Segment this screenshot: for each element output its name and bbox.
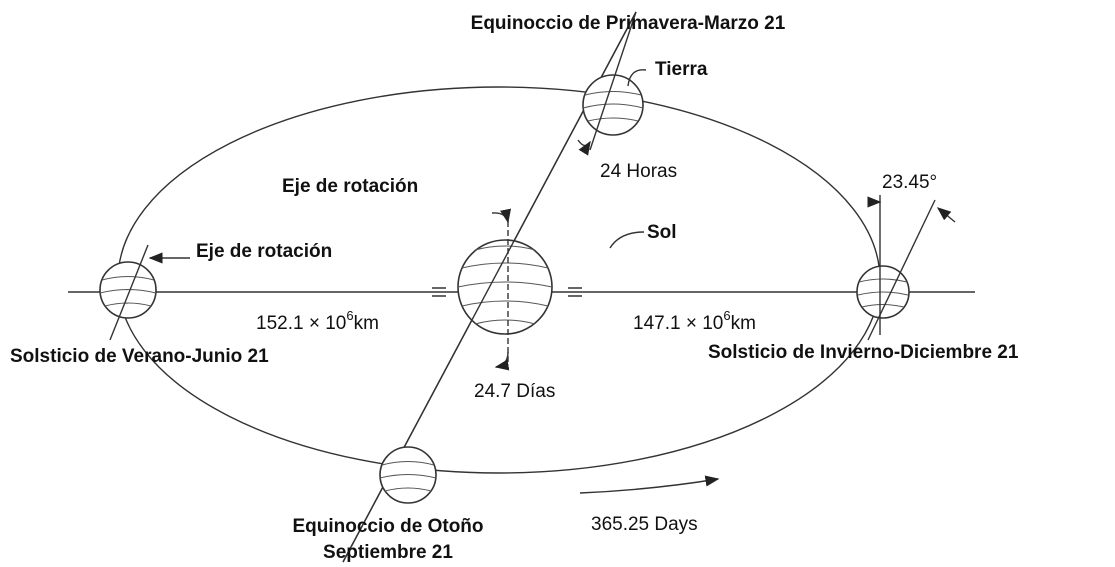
label: Septiembre 21 [323,542,453,563]
label: Solsticio de Invierno-Diciembre 21 [708,342,1019,363]
label: Eje de rotación [282,176,418,197]
label: 24 Horas [600,161,677,182]
diagram: Equinoccio de Primavera-Marzo 21 Tierra … [0,0,1115,567]
label: Sol [647,222,677,243]
distance-part: 6 [723,308,730,323]
label: 23.45° [882,172,937,193]
distance: 147.1 × 106km [633,308,756,334]
label: Equinoccio de Otoño [292,516,483,537]
distance: 152.1 × 106km [256,308,379,334]
label: Equinoccio de Primavera-Marzo 21 [471,13,786,34]
distance-part: 147.1 × 10 [633,313,723,334]
label: Solsticio de Verano-Junio 21 [10,346,269,367]
distance-part: 152.1 × 10 [256,313,346,334]
distance-part: 6 [346,308,353,323]
label: Tierra [655,59,708,80]
label: 365.25 Days [591,514,698,535]
label: Eje de rotación [196,241,332,262]
orbit-drawing [68,12,975,562]
distance-part: km [354,313,379,334]
label: 24.7 Días [474,381,555,402]
distance-part: km [731,313,756,334]
